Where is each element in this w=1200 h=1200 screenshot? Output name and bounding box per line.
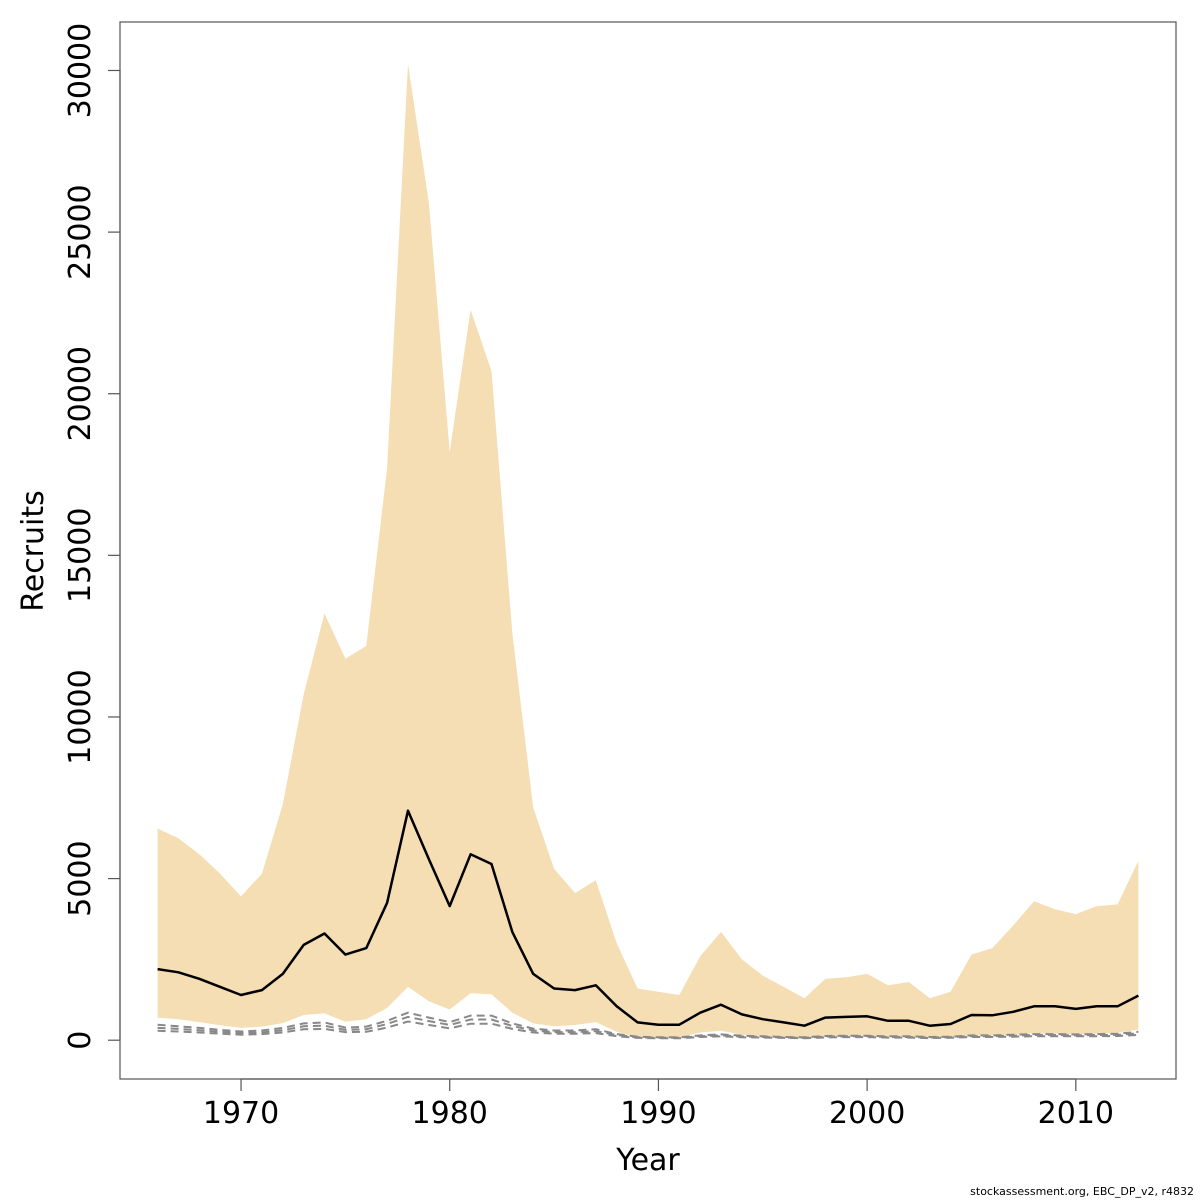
x-axis-title: Year: [615, 1143, 680, 1178]
x-tick-label: 2000: [829, 1096, 905, 1131]
x-axis: 1970 1980 1990 2000 2010: [203, 1078, 1114, 1131]
median-recruits-line: [157, 809, 1139, 1027]
y-tick-label: 5000: [63, 840, 98, 916]
dashed-series-line-3: [157, 1020, 1139, 1040]
y-axis: 0 5000 10000 15000 20000 25000 30000: [63, 23, 121, 1050]
x-tick-label: 1990: [620, 1096, 696, 1131]
y-axis-title: Recruits: [16, 490, 51, 612]
y-tick-label: 0: [63, 1031, 98, 1050]
y-tick-label: 15000: [63, 508, 98, 603]
y-tick-label: 30000: [63, 23, 98, 118]
x-tick-label: 2010: [1038, 1096, 1114, 1131]
y-tick-label: 10000: [63, 669, 98, 764]
x-tick-label: 1970: [203, 1096, 279, 1131]
series-line-layer: [157, 809, 1139, 1040]
confidence-band: [157, 64, 1139, 1039]
y-tick-label: 25000: [63, 184, 98, 279]
x-tick-label: 1980: [412, 1096, 488, 1131]
y-tick-label: 20000: [63, 346, 98, 441]
footer-credit: stockassessment.org, EBC_DP_v2, r4832: [970, 1185, 1194, 1198]
confidence-band-layer: [157, 64, 1139, 1039]
